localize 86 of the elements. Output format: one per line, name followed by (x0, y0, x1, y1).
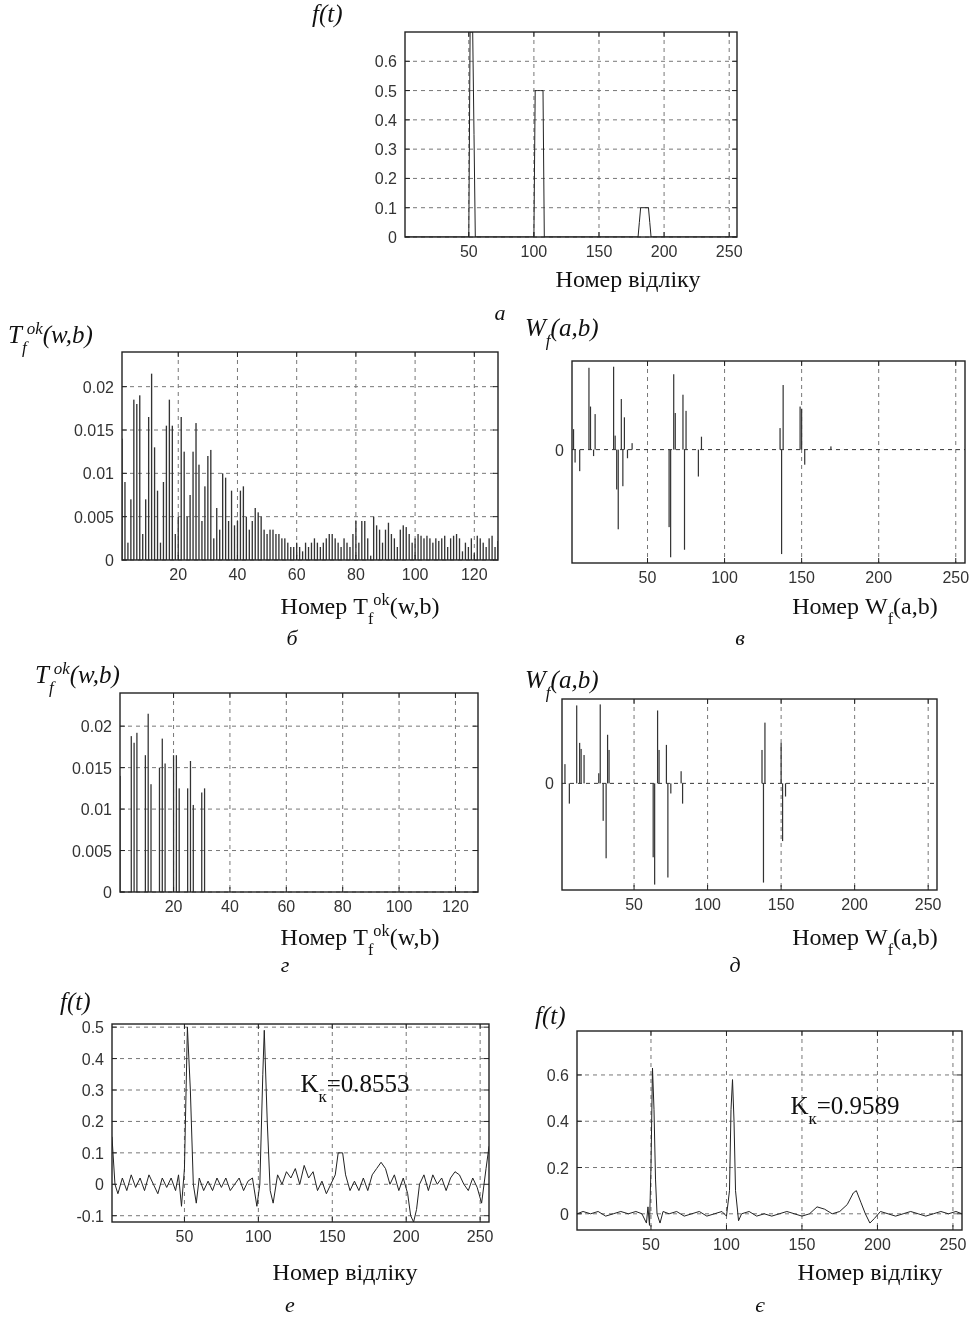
x-tick-label: 50 (625, 896, 644, 913)
y-tick-label: 0.1 (374, 199, 398, 217)
y-tick-label: 0.3 (81, 1082, 105, 1099)
y-tick-label: 0.015 (71, 759, 113, 777)
x-axis-title: Номер відліку (797, 1259, 943, 1285)
y-axis-title: W$_{f}$(a,b) (525, 666, 599, 702)
y-tick-label: 0.005 (73, 508, 115, 526)
text: д (729, 952, 741, 977)
x-tick-label: 200 (865, 569, 893, 586)
annotation: K$_{к}$=0.8553 (300, 1070, 410, 1106)
y-tick-label: 0.02 (82, 378, 115, 396)
y-tick-label: 0.2 (81, 1113, 105, 1131)
x-tick-label: 50 (642, 1236, 660, 1253)
x-tick-label: 100 (401, 566, 429, 583)
x-tick-label: 250 (942, 569, 969, 586)
y-tick-label: 0 (560, 1205, 570, 1223)
x-tick-label: 100 (713, 1236, 740, 1253)
y-axis-title: T$_{f}$$^{ok}$(w,b) (35, 658, 120, 697)
x-tick-label: 150 (318, 1228, 346, 1245)
x-tick-label: 60 (287, 566, 306, 583)
x-axis-title: Номер відліку (272, 1259, 418, 1285)
x-tick-label: 200 (392, 1228, 420, 1245)
x-tick-label: 100 (694, 896, 722, 913)
x-axis-title: Номер T$_{f}$$^{ok}$(w,b) (280, 589, 440, 628)
x-tick-label: 50 (638, 569, 657, 586)
y-tick-label: 0.6 (546, 1066, 570, 1084)
y-tick-label: 0.4 (81, 1050, 105, 1068)
x-tick-label: 150 (788, 569, 816, 586)
x-tick-label: 40 (228, 566, 247, 583)
y-tick-label: 0.6 (374, 53, 398, 71)
y-tick-label: 0 (388, 229, 398, 246)
y-tick-label: 0 (105, 552, 115, 569)
y-tick-label: 0.5 (374, 82, 398, 100)
y-tick-label: 0 (103, 884, 113, 901)
x-tick-label: 20 (169, 566, 188, 583)
y-tick-label: 0.01 (82, 465, 115, 483)
x-axis-title: Номер W$_{f}$(a,b) (792, 593, 938, 628)
x-tick-label: 60 (277, 898, 296, 915)
x-tick-label: 200 (650, 243, 678, 260)
x-tick-label: 40 (221, 898, 239, 915)
x-axis-title: Номер W$_{f}$(a,b) (792, 924, 938, 959)
y-tick-label: 0.2 (546, 1159, 570, 1177)
x-tick-label: 20 (164, 898, 183, 915)
x-tick-label: 100 (245, 1228, 272, 1245)
y-tick-label: -0.1 (76, 1207, 105, 1225)
text: б (286, 625, 299, 650)
text: е (285, 1292, 296, 1317)
y-tick-label: 0 (95, 1176, 105, 1194)
x-tick-label: 80 (346, 566, 365, 583)
annotation: K$_{к}$=0.9589 (790, 1092, 900, 1128)
x-tick-label: 200 (864, 1236, 891, 1253)
y-tick-label: 0.3 (374, 141, 398, 159)
x-tick-label: 250 (939, 1236, 967, 1253)
x-tick-label: 120 (442, 898, 469, 915)
y-tick-label: 0.005 (71, 842, 113, 860)
text: в (735, 625, 746, 650)
x-tick-label: 80 (333, 898, 352, 915)
y-tick-label: 0.015 (73, 422, 115, 439)
y-tick-label: 0.1 (81, 1144, 105, 1162)
x-tick-label: 150 (585, 243, 613, 260)
x-tick-label: 100 (385, 898, 413, 915)
x-tick-label: 50 (175, 1228, 194, 1245)
text: є (755, 1292, 766, 1317)
y-axis-title: f(t) (535, 1002, 566, 1030)
x-axis-title: Номер відліку (555, 266, 701, 292)
x-tick-label: 200 (841, 896, 869, 913)
y-tick-label: 0.01 (80, 801, 113, 819)
x-tick-label: 250 (715, 243, 743, 260)
y-axis-title: T$_{f}$$^{ok}$(w,b) (8, 318, 93, 357)
y-tick-label: 0.4 (374, 111, 398, 129)
x-tick-label: 250 (914, 896, 942, 913)
x-tick-label: 100 (520, 243, 548, 260)
text: а (494, 300, 506, 325)
y-tick-label: 0.2 (374, 170, 398, 188)
y-axis-title: W$_{f}$(a,b) (525, 314, 599, 350)
y-tick-label: 0.02 (80, 718, 113, 736)
x-tick-label: 120 (460, 566, 488, 583)
x-tick-label: 50 (459, 243, 478, 260)
y-tick-label: 0.5 (81, 1019, 105, 1037)
x-tick-label: 150 (767, 896, 795, 913)
y-tick-label: 0.4 (546, 1113, 570, 1131)
x-tick-label: 250 (466, 1228, 494, 1245)
x-tick-label: 100 (711, 569, 739, 586)
y-axis-title: f(t) (60, 988, 91, 1016)
x-tick-label: 150 (788, 1236, 816, 1253)
y-axis-title: f(t) (312, 0, 343, 28)
